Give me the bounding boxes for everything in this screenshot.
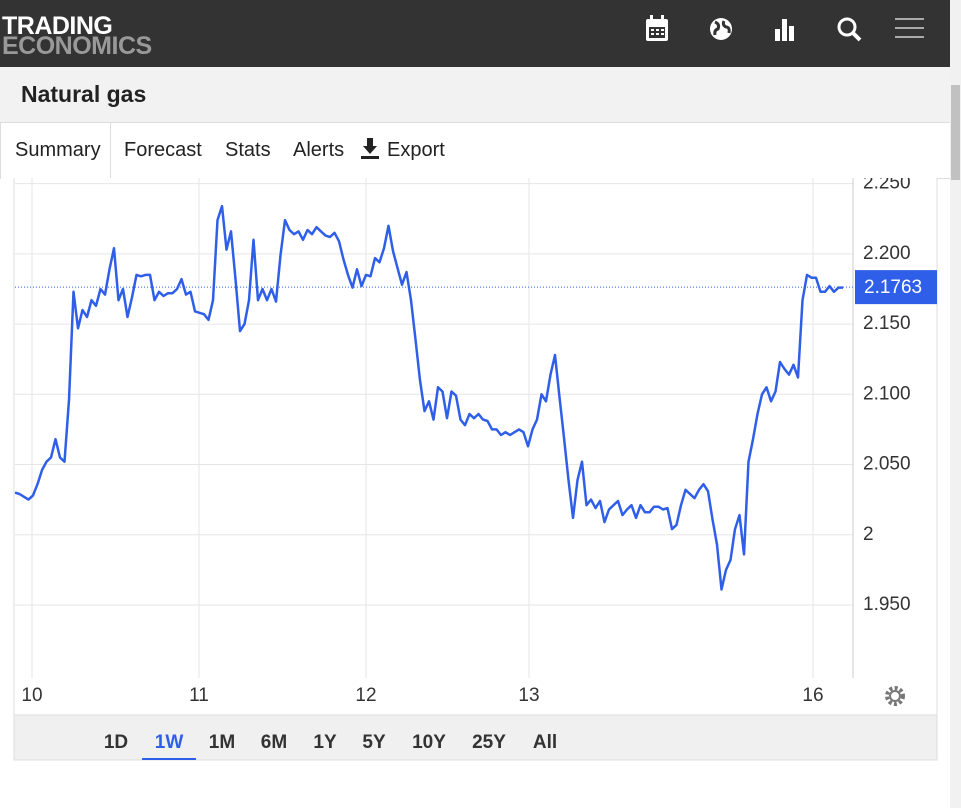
last-value-box xyxy=(855,270,937,305)
tab[interactable]: Alerts xyxy=(293,139,345,161)
y-tick-label: 2.150 xyxy=(863,313,911,334)
settings-icon[interactable] xyxy=(885,686,905,706)
last-value-label: 2.1763 xyxy=(864,277,922,298)
menu-icon[interactable] xyxy=(895,18,924,38)
range-button[interactable]: 1D xyxy=(104,732,128,753)
y-tick-label: 1.950 xyxy=(863,594,911,615)
range-button[interactable]: 6M xyxy=(261,732,287,753)
range-button[interactable]: 25Y xyxy=(472,732,506,753)
tab[interactable]: Forecast xyxy=(124,139,202,161)
range-bar xyxy=(13,714,938,761)
x-tick-label: 11 xyxy=(189,685,209,706)
logo-bottom[interactable]: ECONOMICS xyxy=(2,32,152,60)
title-bar xyxy=(0,67,950,122)
chart-frame xyxy=(13,178,938,716)
x-tick-label: 16 xyxy=(802,685,823,706)
page-title: Natural gas xyxy=(21,81,147,107)
search-icon[interactable] xyxy=(837,17,862,42)
tab[interactable]: Stats xyxy=(225,139,271,161)
globe-icon[interactable] xyxy=(710,18,732,40)
y-tick-label: 2 xyxy=(863,524,874,545)
tab[interactable]: Summary xyxy=(15,139,101,161)
nav-icons xyxy=(646,15,924,42)
download-icon xyxy=(361,138,379,159)
chart: 2.250 2.200 2.150 2.100 2.050 2 1.950 10 11 12 13 1… xyxy=(13,178,938,761)
top-bar: TRADING ECONOMICS xyxy=(0,0,950,67)
y-tick-label: 2.250 xyxy=(863,178,911,194)
tab[interactable]: Export xyxy=(387,139,445,161)
range-button[interactable]: 10Y xyxy=(412,732,446,753)
price-line xyxy=(14,204,843,591)
tabs: Summary Forecast Stats Alerts Export xyxy=(0,122,950,179)
active-tab-bg xyxy=(0,123,111,179)
y-tick-label: 2.100 xyxy=(863,383,911,404)
x-tick-label: 10 xyxy=(21,685,42,706)
x-tick-label: 12 xyxy=(355,685,376,706)
range-button[interactable]: All xyxy=(533,732,557,753)
x-tick-label: 13 xyxy=(518,685,539,706)
range-button[interactable]: 1Y xyxy=(313,732,337,753)
y-tick-label: 2.200 xyxy=(863,243,911,264)
calendar-icon[interactable] xyxy=(646,15,668,41)
chart-icon[interactable] xyxy=(775,19,794,41)
range-button[interactable]: 1W xyxy=(155,732,184,753)
scroll-thumb[interactable] xyxy=(951,85,960,180)
range-underline xyxy=(142,758,196,760)
range-button[interactable]: 1M xyxy=(209,732,235,753)
y-tick-label: 2.050 xyxy=(863,454,911,475)
scrollbar[interactable] xyxy=(950,0,961,808)
range-button[interactable]: 5Y xyxy=(362,732,386,753)
logo-top[interactable]: TRADING xyxy=(2,12,113,40)
